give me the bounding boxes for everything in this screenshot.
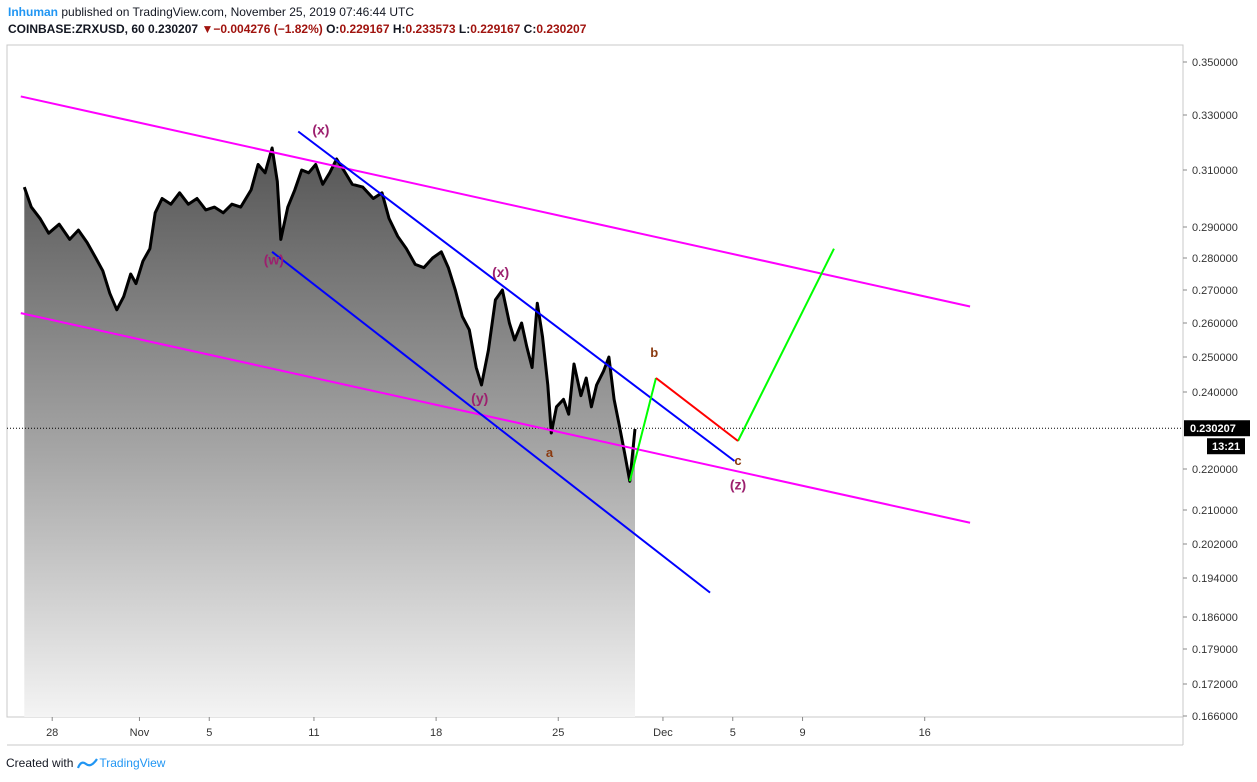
- y-tick-label-8: 0.250000: [1192, 352, 1238, 364]
- x-tick-label-7: Dec: [653, 727, 673, 739]
- wave-label-5: (z): [730, 477, 746, 493]
- abc-label-c: c: [734, 453, 741, 468]
- price-change: −0.004276 (−1.82%): [213, 22, 323, 36]
- y-tick-label-13: 0.194000: [1192, 573, 1238, 585]
- x-tick-label-1: 28: [46, 727, 58, 739]
- x-tick-label-8: 5: [730, 727, 736, 739]
- y-tick-label-14: 0.186000: [1192, 612, 1238, 624]
- brand-name: TradingView: [99, 756, 166, 770]
- last-price-badge: [1184, 420, 1250, 437]
- abc-label-a: a: [546, 445, 554, 460]
- y-tick-label-15: 0.179000: [1192, 644, 1238, 656]
- price-area-fill: [24, 148, 636, 717]
- wave-label-2: (w): [264, 251, 284, 267]
- symbol-ohlc-line: COINBASE:ZRXUSD, 60 0.230207 ▼−0.004276 …: [8, 21, 586, 37]
- last-price-badge-label: 0.230207: [1190, 423, 1236, 435]
- down-arrow-icon: ▼: [201, 22, 214, 36]
- open-value: 0.229167: [339, 22, 390, 36]
- x-tick-label-10: 16: [919, 727, 931, 739]
- open-label: O:: [326, 22, 340, 36]
- tradingview-logo-icon: [77, 758, 99, 769]
- red-projection-line-1[interactable]: [655, 377, 739, 442]
- wave-label-3: (x): [492, 264, 509, 280]
- y-tick-label-16: 0.172000: [1192, 679, 1238, 691]
- wave-label-4: (y): [471, 390, 488, 406]
- x-tick-label-9: 9: [799, 727, 805, 739]
- y-tick-label-9: 0.240000: [1192, 387, 1238, 399]
- tradingview-brand[interactable]: TradingView: [77, 756, 165, 770]
- x-tick-label-4: 11: [308, 727, 319, 739]
- low-value: 0.229167: [470, 22, 521, 36]
- magenta-trendline-2[interactable]: [20, 312, 971, 524]
- y-tick-label-11: 0.210000: [1192, 505, 1238, 517]
- y-tick-label-4: 0.290000: [1192, 222, 1238, 234]
- y-tick-label-10: 0.220000: [1192, 464, 1238, 476]
- high-value: 0.233573: [405, 22, 456, 36]
- blue-trendline-1[interactable]: [297, 130, 736, 462]
- publish-info: Inhuman published on TradingView.com, No…: [8, 4, 414, 20]
- close-value: 0.230207: [536, 22, 587, 36]
- y-tick-label-3: 0.310000: [1192, 165, 1238, 177]
- blue-trendline-2[interactable]: [271, 251, 711, 594]
- magenta-trendline-1[interactable]: [20, 95, 971, 308]
- last-price: 0.230207: [148, 22, 199, 36]
- x-tick-label-3: 5: [206, 727, 212, 739]
- price-line[interactable]: [22, 146, 637, 483]
- y-tick-label-5: 0.280000: [1192, 253, 1238, 265]
- green-projection-line-2[interactable]: [737, 248, 835, 442]
- created-with-text: Created with: [6, 756, 74, 770]
- y-tick-label-12: 0.202000: [1192, 539, 1238, 551]
- y-tick-label-7: 0.260000: [1192, 318, 1238, 330]
- high-label: H:: [392, 22, 406, 36]
- x-tick-label-6: 25: [552, 727, 564, 739]
- publish-text: published on TradingView.com, November 2…: [61, 5, 415, 19]
- symbol-label: COINBASE:ZRXUSD, 60: [8, 22, 145, 36]
- countdown-badge: [1207, 438, 1245, 455]
- y-tick-label-2: 0.330000: [1192, 110, 1238, 122]
- author-name[interactable]: Inhuman: [8, 5, 58, 19]
- green-projection-line-1[interactable]: [628, 377, 657, 482]
- x-tick-label-2: Nov: [130, 727, 150, 739]
- y-tick-label-6: 0.270000: [1192, 285, 1238, 297]
- countdown-label: 13:21: [1212, 441, 1240, 453]
- footer: Created with TradingView: [6, 756, 165, 770]
- x-tick-label-5: 18: [430, 727, 442, 739]
- wave-label-1: (x): [312, 121, 329, 137]
- abc-label-b: b: [650, 345, 658, 360]
- close-label: C:: [523, 22, 537, 36]
- y-tick-label-17: 0.166000: [1192, 711, 1238, 723]
- y-tick-label-1: 0.350000: [1192, 57, 1238, 69]
- low-label: L:: [458, 22, 471, 36]
